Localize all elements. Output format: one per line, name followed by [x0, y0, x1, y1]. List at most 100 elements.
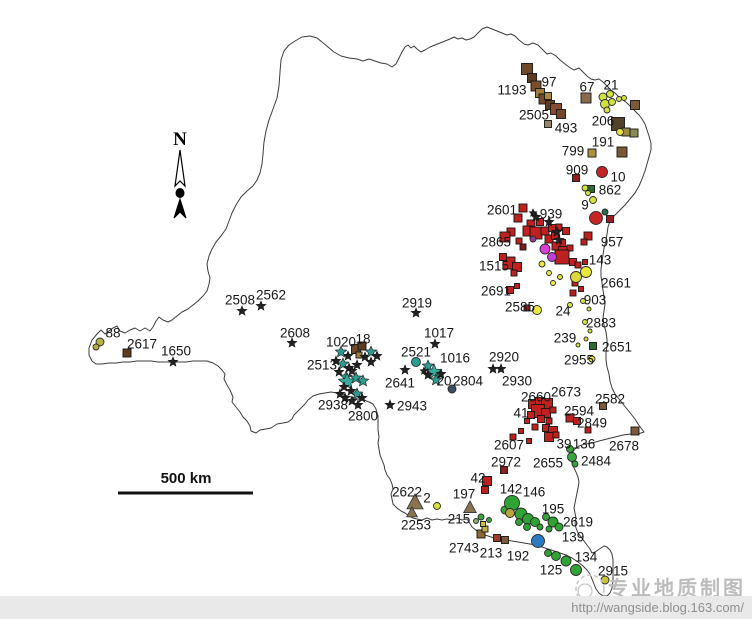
- sample-marker-square: [580, 238, 588, 246]
- sample-label: 2608: [280, 326, 310, 341]
- sample-marker-circle: [570, 564, 582, 576]
- sample-marker-star: [346, 395, 358, 406]
- sample-marker-square: [552, 431, 560, 439]
- sample-marker-circle: [581, 184, 589, 192]
- sample-marker-circle: [551, 551, 561, 561]
- sample-marker-circle: [575, 342, 581, 348]
- sample-marker-square: [518, 203, 528, 213]
- sample-label: 2915: [598, 564, 628, 579]
- sample-marker-square: [606, 215, 614, 223]
- sample-marker-circle: [596, 166, 608, 178]
- sample-marker-square: [355, 351, 363, 359]
- sample-marker-circle: [557, 274, 563, 280]
- sample-marker-square: [630, 100, 640, 110]
- sample-marker-circle: [531, 534, 545, 548]
- sample-marker-star: [334, 345, 348, 358]
- sample-marker-circle: [95, 337, 105, 347]
- compass-needle-bottom: [173, 197, 187, 219]
- sample-label: 20: [436, 374, 451, 389]
- sample-label: 909: [566, 163, 589, 178]
- sample-marker-circle: [589, 196, 597, 204]
- sample-label: 2955: [564, 353, 594, 368]
- sample-label: 957: [601, 235, 624, 250]
- sample-marker-circle: [477, 513, 485, 521]
- sample-marker-square: [482, 476, 492, 486]
- sample-label: 192: [507, 549, 530, 564]
- sample-label: 1650: [161, 344, 191, 359]
- sample-marker-circle: [587, 328, 593, 334]
- sample-marker-square: [572, 174, 580, 182]
- sample-marker-square: [583, 231, 593, 241]
- sample-marker-circle: [529, 235, 537, 243]
- sample-marker-square: [501, 536, 509, 544]
- sample-label: 2484: [581, 454, 612, 469]
- sample-marker-circle: [544, 549, 552, 557]
- sample-marker-star: [528, 208, 538, 217]
- sample-marker-circle: [571, 460, 579, 468]
- sample-marker-circle: [433, 502, 441, 510]
- sample-marker-star: [255, 300, 267, 311]
- sample-marker-star: [346, 365, 358, 376]
- sample-marker-circle: [586, 306, 592, 312]
- sample-marker-square: [566, 244, 574, 252]
- sample-marker-square: [122, 348, 132, 358]
- sample-label: 191: [592, 135, 615, 150]
- sample-marker-square: [524, 418, 530, 424]
- sample-label: 21: [603, 78, 618, 93]
- sample-marker-square: [544, 120, 552, 128]
- compass-needle-top: [174, 149, 186, 188]
- sample-label: 18: [355, 332, 370, 347]
- sample-marker-square: [493, 534, 501, 542]
- sample-marker-circle: [554, 522, 564, 532]
- sample-marker-star: [399, 364, 411, 375]
- sample-marker-star: [365, 356, 377, 367]
- sample-marker-star: [356, 392, 368, 403]
- sample-label: 10: [610, 170, 625, 185]
- sample-label: 2508: [225, 293, 255, 308]
- sample-marker-square: [499, 231, 511, 243]
- sample-marker-star: [330, 355, 342, 366]
- sample-marker-circle: [585, 190, 591, 196]
- sample-marker-square: [510, 269, 518, 277]
- sample-label: 2849: [577, 416, 607, 431]
- sample-marker-circle: [545, 525, 553, 533]
- sample-marker-star: [421, 359, 435, 372]
- sample-marker-square: [550, 103, 562, 115]
- sample-label: 41: [513, 406, 528, 421]
- sample-label: 2930: [502, 374, 532, 389]
- sample-label: 1515: [479, 259, 509, 274]
- country-outline-layer: [88, 26, 652, 597]
- sample-marker-circle: [547, 252, 557, 262]
- sample-marker-triangle: [406, 493, 424, 510]
- sample-label: 24: [555, 304, 571, 319]
- sample-marker-square: [549, 406, 557, 414]
- sample-label: 9: [581, 198, 589, 213]
- sample-marker-circle: [603, 106, 611, 114]
- sample-marker-star: [435, 368, 447, 379]
- sample-marker-circle: [560, 555, 572, 567]
- sample-marker-circle: [504, 495, 520, 511]
- sample-marker-star: [422, 369, 434, 380]
- sample-label: 1193: [497, 83, 526, 98]
- sample-label: 2943: [397, 399, 427, 414]
- north-label: N: [173, 129, 187, 150]
- sample-marker-square: [513, 213, 523, 223]
- sample-marker-square: [582, 259, 588, 265]
- sample-label: 1020: [326, 335, 356, 350]
- sample-marker-circle: [580, 266, 592, 278]
- sample-label: 2641: [385, 376, 415, 391]
- sample-marker-square: [523, 304, 531, 312]
- sample-marker-circle: [550, 280, 556, 286]
- sample-marker-square: [630, 426, 640, 436]
- sample-label: 2865: [481, 235, 511, 250]
- sample-label: 2919: [402, 296, 432, 311]
- sample-label: 799: [562, 144, 585, 159]
- sample-label: 134: [575, 550, 598, 565]
- sample-marker-square: [629, 128, 639, 138]
- sample-label: 39: [556, 437, 571, 452]
- sample-label: 2800: [348, 409, 378, 424]
- sample-marker-square: [521, 63, 533, 75]
- sample-marker-star: [551, 226, 563, 237]
